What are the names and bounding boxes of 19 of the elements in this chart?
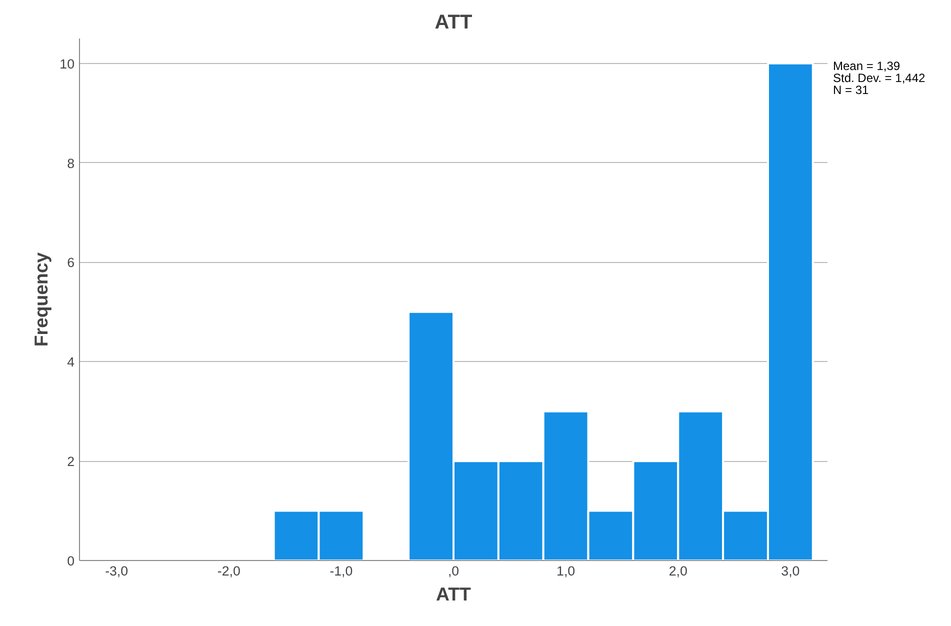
y-tick-label: 6 xyxy=(67,255,75,270)
x-tick-label: -2,0 xyxy=(217,564,240,578)
y-tick-label: 0 xyxy=(67,554,75,568)
y-axis-title: Frequency xyxy=(30,252,52,347)
y-tick-label: 4 xyxy=(67,354,76,370)
y-tick-label: 10 xyxy=(60,56,75,72)
x-tick-label: ,0 xyxy=(448,564,460,578)
y-tick-label: 2 xyxy=(67,454,75,470)
x-tick-label: -3,0 xyxy=(105,564,128,578)
text: N = 31 xyxy=(833,83,869,97)
y-tick-label: 8 xyxy=(67,156,75,171)
text: Mean = 1,39 xyxy=(833,59,900,73)
x-tick-label: -1,0 xyxy=(330,564,353,578)
x-axis-title: ATT xyxy=(436,584,472,604)
text: Std. Dev. = 1,442 xyxy=(833,71,926,85)
x-tick-label: 1,0 xyxy=(556,564,576,578)
x-tick-label: 3,0 xyxy=(781,564,800,578)
x-tick-label: 2,0 xyxy=(668,564,688,578)
chart-title: ATT xyxy=(434,12,472,34)
